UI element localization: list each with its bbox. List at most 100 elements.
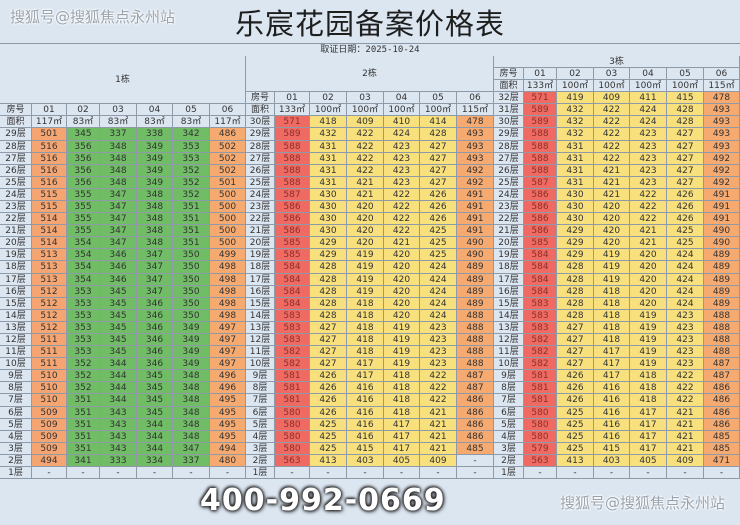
- price-cell: 405: [630, 454, 667, 467]
- price-cell: 581: [524, 394, 557, 407]
- building-header: 2栋: [246, 56, 494, 93]
- price-cell: 588: [524, 164, 557, 177]
- price-cell: 356: [67, 164, 100, 177]
- price-cell: 420: [384, 297, 420, 310]
- price-cell: 420: [384, 309, 420, 322]
- price-cell: 582: [275, 358, 310, 371]
- price-cell: 492: [457, 164, 494, 177]
- price-cell: 498: [210, 285, 246, 298]
- price-cell: 418: [384, 406, 420, 419]
- unit-area: 83㎡: [67, 116, 100, 129]
- price-cell: 425: [557, 430, 594, 443]
- price-cell: 423: [630, 140, 667, 153]
- price-cell: 493: [704, 116, 740, 129]
- building-header: 3栋: [494, 56, 740, 68]
- floor-label: 9层: [0, 370, 32, 383]
- floor-label: 10层: [246, 358, 275, 371]
- price-cell: 583: [524, 309, 557, 322]
- price-cell: 491: [704, 213, 740, 226]
- price-cell: -: [347, 466, 384, 480]
- price-cell: 510: [32, 370, 67, 383]
- price-cell: 422: [594, 140, 630, 153]
- price-cell: 417: [594, 370, 630, 383]
- price-cell: 423: [667, 309, 704, 322]
- price-cell: 493: [457, 128, 494, 141]
- price-cell: 352: [173, 188, 210, 201]
- price-cell: -: [594, 466, 630, 480]
- price-cell: 416: [347, 394, 384, 407]
- price-cell: 500: [210, 200, 246, 214]
- price-cell: 422: [630, 200, 667, 214]
- price-cell: 586: [524, 200, 557, 214]
- floor-label: 17层: [494, 273, 524, 286]
- price-cell: 426: [420, 213, 457, 226]
- watermark-top: 搜狐号@搜狐焦点永州站: [10, 8, 176, 26]
- price-cell: 416: [594, 430, 630, 443]
- floor-label: 1层: [494, 466, 524, 480]
- price-cell: 424: [667, 273, 704, 286]
- price-cell: 582: [524, 358, 557, 371]
- price-cell: 432: [557, 128, 594, 141]
- price-cell: 422: [347, 128, 384, 141]
- price-cell: 345: [100, 297, 137, 310]
- room-number: 02: [310, 92, 347, 105]
- price-cell: 486: [457, 406, 494, 419]
- price-cell: 419: [384, 358, 420, 371]
- floor-label: 20层: [494, 237, 524, 250]
- price-cell: 511: [32, 346, 67, 359]
- price-cell: 582: [275, 346, 310, 359]
- price-cell: 351: [173, 200, 210, 214]
- floor-label: 10层: [494, 358, 524, 371]
- area-label: 面积: [0, 116, 32, 129]
- price-cell: 426: [557, 370, 594, 383]
- unit-area: 83㎡: [137, 116, 173, 129]
- floor-label: 15层: [494, 297, 524, 310]
- price-cell: 419: [347, 285, 384, 298]
- price-cell: 491: [457, 188, 494, 201]
- price-cell: 344: [137, 430, 173, 443]
- price-cell: 581: [524, 382, 557, 395]
- price-cell: 500: [210, 213, 246, 226]
- price-cell: 583: [524, 297, 557, 310]
- price-cell: 420: [347, 200, 384, 214]
- price-cell: 346: [137, 333, 173, 347]
- floor-label: 16层: [0, 285, 32, 298]
- price-cell: 349: [173, 333, 210, 347]
- price-cell: 420: [630, 285, 667, 298]
- floor-label: 27层: [0, 152, 32, 165]
- price-cell: 411: [630, 92, 667, 105]
- price-cell: 431: [310, 176, 347, 189]
- price-cell: 486: [704, 382, 740, 395]
- price-cell: 580: [275, 406, 310, 419]
- price-cell: 418: [630, 382, 667, 395]
- unit-area: 100㎡: [667, 80, 704, 93]
- price-cell: 347: [100, 188, 137, 201]
- price-cell: 491: [704, 188, 740, 201]
- price-cell: 426: [667, 188, 704, 201]
- price-cell: 347: [137, 285, 173, 298]
- price-cell: 491: [457, 200, 494, 214]
- price-cell: -: [100, 466, 137, 480]
- price-cell: 420: [630, 261, 667, 274]
- price-cell: 418: [347, 321, 384, 334]
- price-cell: 422: [630, 188, 667, 201]
- price-cell: 423: [667, 358, 704, 371]
- price-cell: 413: [557, 454, 594, 467]
- price-cell: 348: [100, 140, 137, 153]
- price-cell: 515: [32, 200, 67, 214]
- price-cell: 426: [310, 406, 347, 419]
- price-cell: 420: [594, 225, 630, 238]
- price-cell: 431: [310, 152, 347, 165]
- price-cell: 350: [173, 285, 210, 298]
- price-cell: -: [457, 466, 494, 480]
- price-cell: 424: [667, 285, 704, 298]
- page-title: 乐宸花园备案价格表: [0, 0, 740, 44]
- price-cell: 428: [557, 285, 594, 298]
- price-cell: 421: [420, 406, 457, 419]
- price-cell: 498: [210, 297, 246, 310]
- price-cell: 346: [137, 297, 173, 310]
- price-cell: 427: [557, 321, 594, 334]
- price-cell: 420: [630, 249, 667, 262]
- price-cell: 424: [630, 104, 667, 117]
- price-cell: 509: [32, 418, 67, 431]
